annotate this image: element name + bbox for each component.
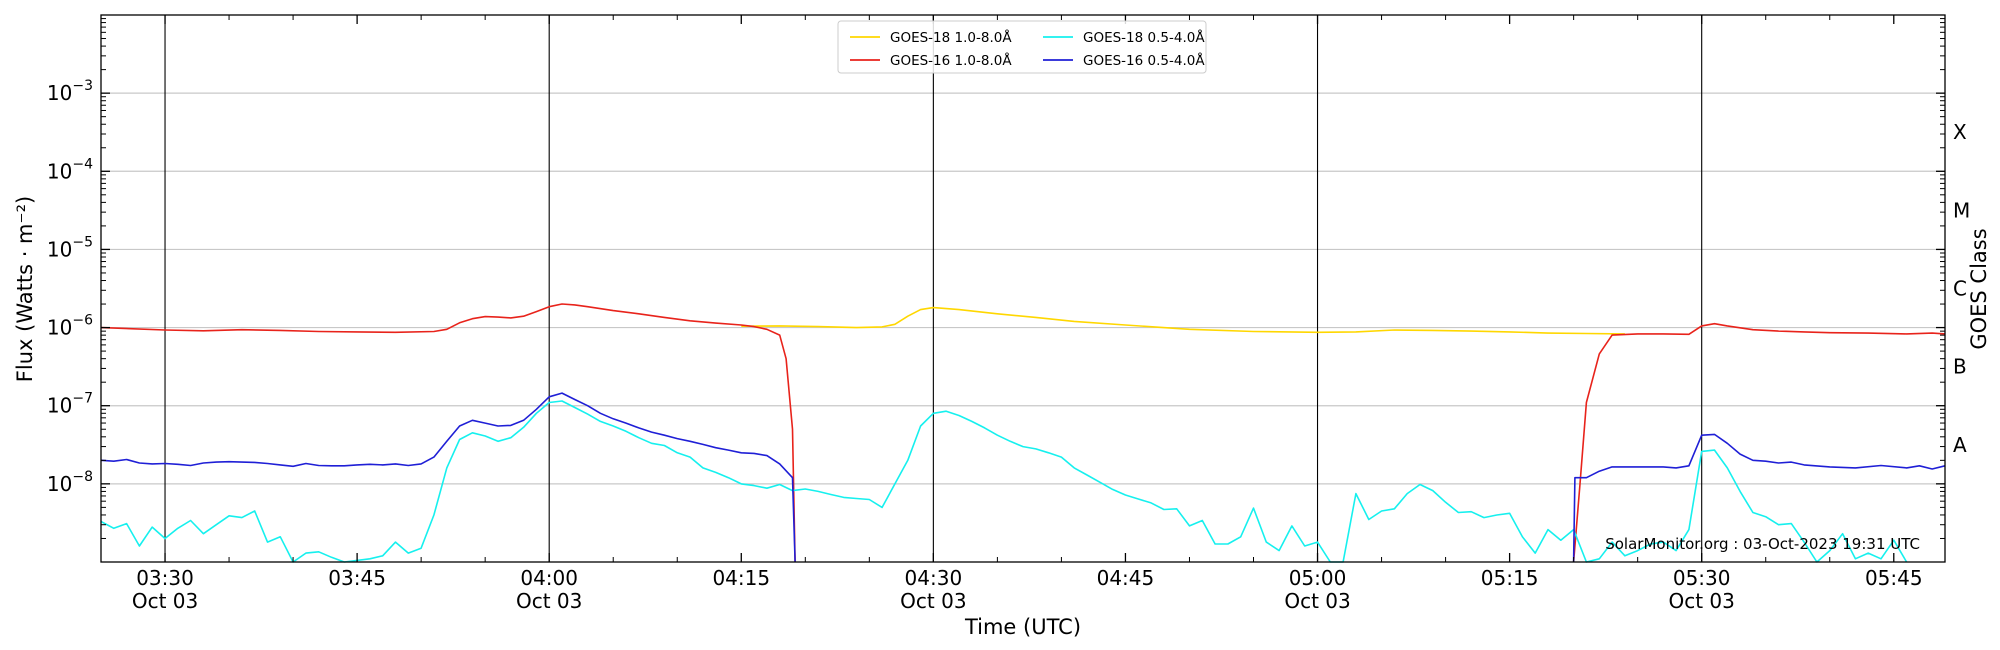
legend: GOES-18 1.0-8.0Å GOES-18 0.5-4.0Å GOES-16 … [837, 20, 1207, 74]
plot-frame [100, 14, 1946, 563]
x-axis-title: Time (UTC) [964, 615, 1081, 639]
series-line-1 [100, 303, 796, 563]
legend-label-2: GOES-16 1.0-8.0Å [890, 52, 1012, 69]
y-tick-label-0: 10−3 [47, 78, 93, 105]
legend-label-1: GOES-18 0.5-4.0Å [1083, 29, 1205, 46]
x-tick-label-5: 04:45 [1097, 566, 1155, 590]
x-tick-label-1: 03:45 [328, 566, 386, 590]
y-axis-ticks: 10−3 10−4 10−5 10−6 10−7 10−8 [47, 18, 1945, 539]
goes-class-M: M [1953, 198, 1970, 222]
x-tick-label-3: 04:15 [712, 566, 770, 590]
goes-class-C: C [1953, 277, 1967, 301]
x-tick-date-8: Oct 03 [1668, 589, 1734, 613]
x-tick-label-9: 05:45 [1865, 566, 1923, 590]
y-tick-label-3: 10−6 [47, 313, 93, 340]
x-tick-label-7: 05:15 [1481, 566, 1539, 590]
series-line-5 [1572, 433, 1946, 563]
y-tick-label-1: 10−4 [47, 156, 93, 183]
series-line-4 [100, 392, 796, 563]
series-line-2 [1572, 322, 1946, 563]
x-tick-date-6: Oct 03 [1284, 589, 1350, 613]
horizontal-gridlines [101, 92, 1945, 485]
legend-label-0: GOES-18 1.0-8.0Å [890, 29, 1012, 46]
x-tick-date-4: Oct 03 [900, 589, 966, 613]
legend-label-3: GOES-16 0.5-4.0Å [1083, 52, 1205, 69]
goes-class-B: B [1953, 355, 1967, 379]
goes-class-labels: X M C B A [1953, 120, 1970, 457]
series-line-0 [741, 306, 1625, 335]
x-tick-date-0: Oct 03 [132, 589, 198, 613]
goes-class-X: X [1953, 120, 1967, 144]
x-tick-label-2: 04:00 [520, 566, 578, 590]
credit-text: SolarMonitor.org : 03-Oct-2023 19:31 UTC [1605, 535, 1920, 553]
y-axis-title: Flux (Watts · m⁻²) [13, 196, 37, 382]
x-tick-label-6: 05:00 [1289, 566, 1347, 590]
x-tick-label-4: 04:30 [905, 566, 963, 590]
x-tick-date-2: Oct 03 [516, 589, 582, 613]
series-layer [100, 303, 1946, 563]
x-tick-label-0: 03:30 [136, 566, 194, 590]
y-tick-label-2: 10−5 [47, 234, 93, 261]
legend-box [837, 20, 1207, 74]
goes-class-axis-title: GOES Class [1967, 228, 1991, 349]
y-tick-label-4: 10−7 [47, 391, 93, 418]
x-tick-label-8: 05:30 [1673, 566, 1731, 590]
vertical-time-lines [164, 15, 1703, 562]
y-tick-label-5: 10−8 [47, 469, 93, 496]
series-line-3 [100, 400, 1908, 563]
goes-class-A: A [1953, 433, 1967, 457]
